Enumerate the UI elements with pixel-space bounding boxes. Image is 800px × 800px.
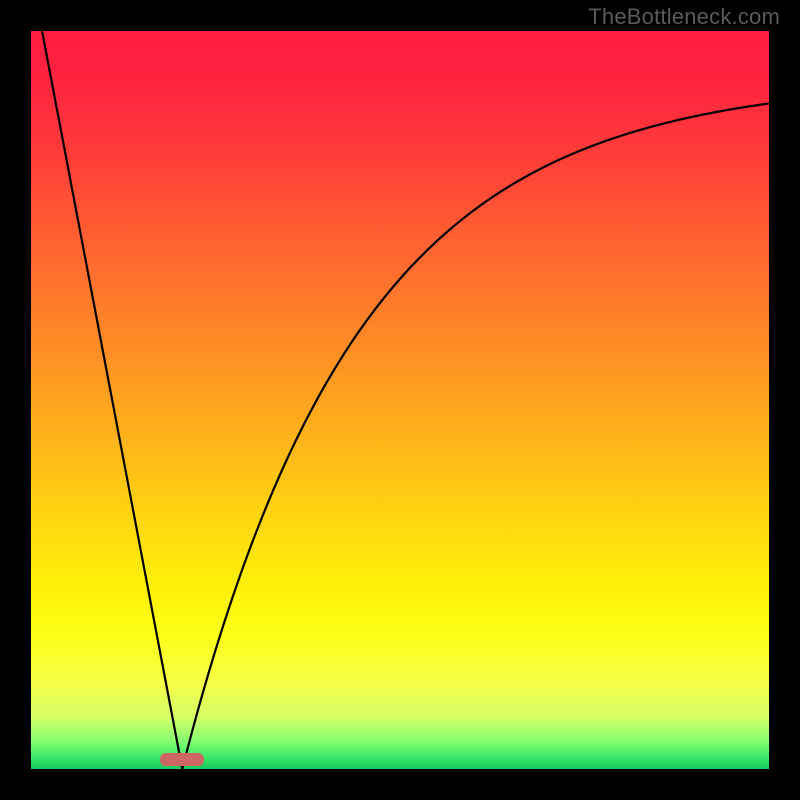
bottleneck-curve	[31, 31, 769, 769]
optimum-marker	[160, 753, 204, 766]
watermark-text: TheBottleneck.com	[588, 4, 780, 30]
plot-area	[31, 31, 769, 769]
